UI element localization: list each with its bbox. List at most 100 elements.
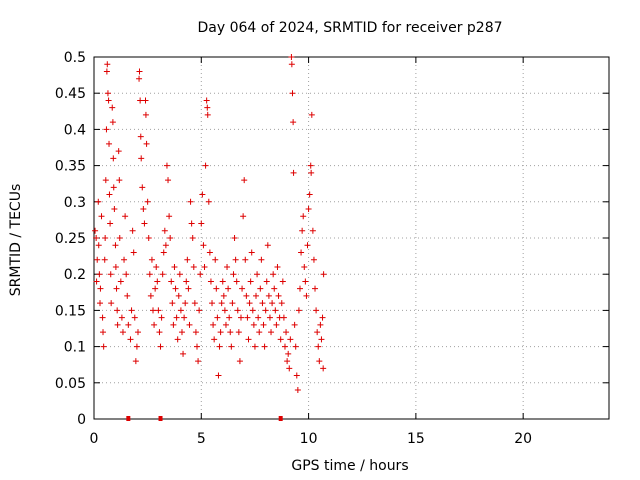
bottom-mark xyxy=(278,416,283,421)
x-tick-label: 0 xyxy=(90,431,99,447)
data-point xyxy=(213,285,220,292)
data-point xyxy=(178,329,185,336)
data-point xyxy=(115,148,122,155)
data-point xyxy=(133,343,140,350)
data-points xyxy=(92,54,327,394)
data-point xyxy=(106,191,113,198)
data-point xyxy=(103,68,110,75)
data-point xyxy=(301,263,308,270)
data-point xyxy=(226,314,233,321)
data-point xyxy=(256,329,263,336)
data-point xyxy=(272,307,279,314)
data-point xyxy=(211,336,218,343)
data-point xyxy=(109,104,116,111)
data-point xyxy=(234,307,241,314)
data-point xyxy=(100,343,107,350)
data-point xyxy=(111,206,118,213)
data-point xyxy=(242,256,249,263)
data-point xyxy=(215,372,222,379)
chart-title: Day 064 of 2024, SRMTID for receiver p28… xyxy=(197,20,502,36)
data-point xyxy=(280,314,287,321)
data-point xyxy=(127,336,134,343)
data-point xyxy=(181,314,188,321)
data-point xyxy=(224,263,231,270)
data-point xyxy=(228,343,235,350)
data-point xyxy=(307,162,314,169)
data-point xyxy=(303,292,310,299)
data-point xyxy=(147,292,154,299)
data-point xyxy=(274,263,281,270)
data-point xyxy=(184,256,191,263)
data-point xyxy=(273,321,280,328)
data-point xyxy=(246,300,253,307)
data-point xyxy=(200,242,207,249)
data-point xyxy=(136,68,143,75)
data-point xyxy=(212,256,219,263)
data-point xyxy=(222,321,229,328)
data-point xyxy=(99,314,106,321)
data-point xyxy=(108,300,115,307)
data-point xyxy=(141,220,148,227)
data-point xyxy=(94,256,101,263)
data-point xyxy=(124,292,131,299)
data-point xyxy=(237,314,244,321)
data-point xyxy=(117,278,124,285)
y-tick-label: 0 xyxy=(77,412,86,428)
data-point xyxy=(175,292,182,299)
data-point xyxy=(264,242,271,249)
x-tick-label: 15 xyxy=(407,431,425,447)
data-point xyxy=(294,387,301,394)
y-tick-label: 0.15 xyxy=(55,303,86,319)
data-point xyxy=(201,263,208,270)
data-point xyxy=(198,220,205,227)
data-point xyxy=(248,249,255,256)
data-point xyxy=(195,358,202,365)
data-point xyxy=(204,104,211,111)
data-point xyxy=(161,227,168,234)
data-point xyxy=(97,285,104,292)
data-point xyxy=(251,343,258,350)
data-point xyxy=(230,271,237,278)
data-point xyxy=(109,119,116,126)
data-point xyxy=(216,343,223,350)
data-point xyxy=(290,119,297,126)
data-point xyxy=(95,198,102,205)
data-point xyxy=(167,235,174,241)
data-point xyxy=(151,321,158,328)
data-point xyxy=(288,54,295,60)
data-point xyxy=(138,155,145,162)
data-point xyxy=(312,285,319,292)
data-point xyxy=(119,329,126,336)
data-point xyxy=(265,292,272,299)
data-point xyxy=(314,329,321,336)
data-point xyxy=(298,249,305,256)
data-point xyxy=(292,343,299,350)
y-tick-label: 0.05 xyxy=(55,376,86,392)
data-point xyxy=(114,321,121,328)
data-point xyxy=(308,111,315,118)
data-point xyxy=(229,300,236,307)
data-point xyxy=(221,307,228,314)
data-point xyxy=(194,343,200,350)
data-point xyxy=(310,256,317,263)
data-point xyxy=(148,256,155,263)
data-point xyxy=(255,314,262,321)
data-point xyxy=(104,90,111,97)
data-point xyxy=(214,314,221,321)
data-point xyxy=(318,336,325,343)
data-point xyxy=(278,300,285,307)
data-point xyxy=(177,307,184,314)
data-point xyxy=(154,278,161,285)
data-point xyxy=(129,227,136,234)
data-point xyxy=(308,169,315,176)
data-point xyxy=(299,227,306,234)
data-point xyxy=(202,162,209,169)
data-point xyxy=(106,140,113,147)
y-tick-label: 0.35 xyxy=(55,159,86,175)
data-point xyxy=(105,97,112,104)
data-point xyxy=(173,314,180,321)
data-point xyxy=(275,292,282,299)
data-point xyxy=(285,350,292,357)
data-point xyxy=(96,271,103,278)
